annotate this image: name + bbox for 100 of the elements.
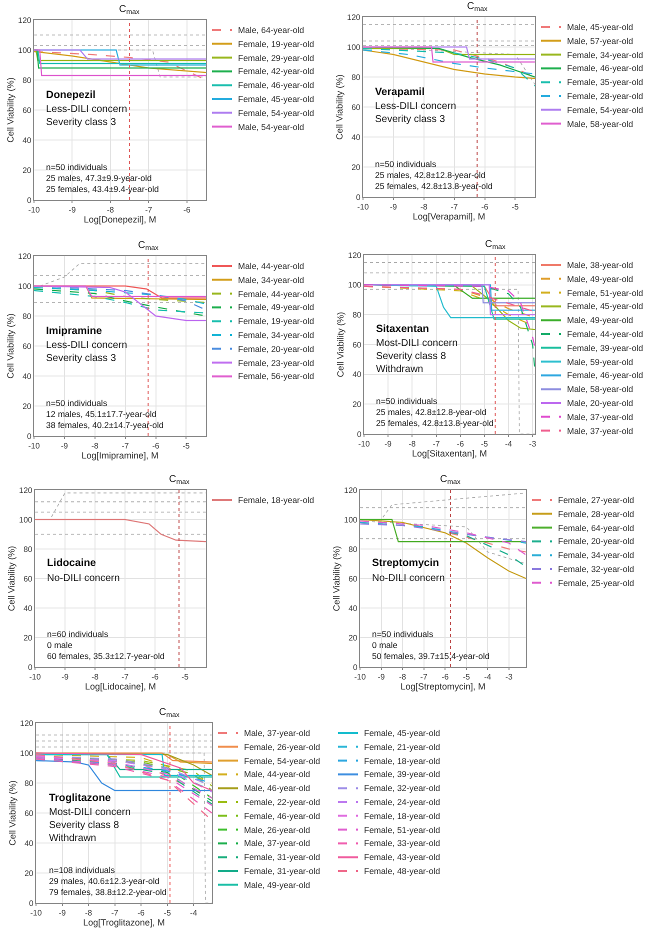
legend-label: Female, 54-year-old [567, 105, 644, 115]
x-tick-label: -5 [164, 908, 172, 918]
legend-label: Female, 44-year-old [567, 329, 644, 339]
legend-label: Female, 21-year-old [364, 742, 440, 752]
legend-label: Male, 44-year-old [238, 261, 304, 271]
x-tick-label: -6 [183, 206, 191, 215]
y-axis-title: Cell Viability (%) [5, 77, 16, 143]
x-tick-label: -7 [432, 440, 440, 449]
y-tick-label: 20 [348, 633, 358, 642]
legend-label: Female, 54-year-old [238, 108, 314, 118]
y-tick-label: 80 [23, 544, 33, 554]
annotation: n=50 individuals 0 male 50 females, 39.7±15.4-year-old [372, 629, 490, 662]
x-tick-label: -5 [181, 672, 190, 682]
annotation: Donepezil [46, 89, 96, 101]
y-tick-label: 100 [18, 282, 32, 291]
y-tick-label: 100 [19, 515, 33, 524]
legend-label: Male, 44-year-old [244, 769, 310, 779]
x-tick-label: -6 [456, 440, 464, 449]
y-tick-label: 0 [28, 662, 33, 672]
legend-label: Male, 34-year-old [238, 275, 304, 285]
legend-label: Female, 32-year-old [364, 783, 440, 793]
ref-line-label: C$_{max}$ [467, 1, 488, 14]
y-axis-title: Cell Viability (%) [331, 546, 342, 612]
legend-label: Male, 58-year-old [567, 119, 634, 129]
legend-label: Female, 34-year-old [558, 550, 634, 560]
y-tick-label: 40 [22, 372, 32, 381]
legend-label: Female, 32-year-old [558, 564, 634, 574]
x-tick-label: -3 [529, 440, 537, 449]
ref-line-label: C$_{max}$ [138, 240, 159, 252]
y-tick-label: 20 [23, 633, 33, 642]
y-tick-label: 120 [344, 486, 358, 495]
x-tick-label: -6 [138, 908, 146, 918]
y-tick-label: 0 [352, 662, 358, 672]
legend-label: Female, 34-year-old [567, 50, 644, 60]
x-tick-label: -3 [505, 672, 514, 682]
y-tick-label: 120 [18, 252, 32, 261]
x-tick-label: -5 [462, 672, 471, 682]
y-tick-label: 40 [24, 838, 34, 848]
x-tick-label: -6 [442, 672, 450, 682]
x-tick-label: -9 [378, 672, 386, 682]
y-tick-label: 20 [352, 400, 362, 409]
y-tick-label: 40 [352, 370, 362, 380]
ref-line-label: C$_{max}$ [159, 707, 180, 720]
legend-label: Male, 37-year-old [244, 728, 310, 738]
y-tick-label: 20 [22, 166, 32, 175]
legend-label: Female, 54-year-old [244, 756, 320, 766]
legend-label: Female, 19-year-old [238, 39, 314, 49]
legend-label: Female, 20-year-old [558, 536, 634, 546]
y-tick-label: 80 [351, 72, 361, 82]
y-tick-label: 60 [22, 342, 32, 351]
y-tick-label: 100 [348, 280, 362, 290]
y-tick-label: 20 [24, 868, 34, 878]
annotation: Most-DILI concern Severity class 8 Withdrawn [49, 807, 131, 844]
annotation: Verapamil [375, 86, 425, 98]
x-tick-label: -7 [111, 908, 119, 918]
annotation: n=50 individuals 25 males, 47.3±9.9-year-old 25 females, 43.4±9.4-year-old [46, 162, 160, 194]
x-tick-label: -6 [152, 442, 160, 451]
annotation: Troglitazone [49, 792, 111, 804]
legend-label: Male, 37-year-old [567, 412, 634, 422]
legend-label: Male, 49-year-old [567, 274, 634, 284]
legend-label: Male, 45-year-old [567, 22, 634, 32]
annotation: No-DILI concern [372, 573, 445, 584]
legend-label: Female, 35-year-old [567, 77, 644, 87]
annotation: n=108 individuals 29 males, 40.6±12.3-year-old 79 females, 38.8±12.2-year-old [49, 865, 167, 898]
legend-label: Female, 28-year-old [558, 509, 634, 519]
y-tick-label: 80 [352, 310, 362, 320]
legend-label: Male, 38-year-old [567, 260, 634, 270]
y-tick-label: 80 [22, 312, 32, 321]
x-tick-label: -5 [480, 440, 489, 449]
legend-label: Female, 45-year-old [364, 728, 440, 738]
legend-label: Female, 27-year-old [558, 495, 634, 505]
legend-label: Female, 23-year-old [238, 358, 314, 368]
x-axis-title: Log[Imipramine], M [81, 450, 159, 461]
x-tick-label: -8 [408, 440, 416, 449]
legend-label: Male, 59-year-old [567, 357, 634, 367]
legend-label: Female, 42-year-old [238, 66, 314, 76]
y-axis-title: Cell Viability (%) [5, 313, 16, 379]
x-tick-label: -8 [106, 206, 115, 215]
y-tick-label: 0 [26, 196, 32, 205]
y-tick-label: 40 [22, 136, 32, 145]
legend-label: Female, 46-year-old [244, 811, 320, 821]
legend-label: Female, 48-year-old [364, 866, 440, 876]
legend-label: Female, 19-year-old [238, 316, 314, 326]
legend-label: Female, 43-year-old [364, 852, 440, 862]
legend-label: Female, 39-year-old [567, 343, 644, 353]
legend-label: Female, 18-year-old [238, 495, 314, 505]
legend-label: Female, 29-year-old [238, 53, 314, 63]
x-tick-label: -9 [384, 440, 392, 449]
legend-label: Male, 20-year-old [567, 398, 634, 408]
x-tick-label: -7 [420, 672, 428, 682]
x-tick-label: -9 [58, 908, 66, 918]
y-tick-label: 0 [28, 898, 34, 908]
annotation: n=50 individuals 25 males, 42.8±12.8-year-old 25 females, 42.8±13.8-year-old [375, 159, 493, 192]
y-axis-title: Cell Viability (%) [7, 780, 18, 846]
annotation: Less-DILI concern Severity class 3 [46, 340, 128, 364]
x-tick-label: -8 [91, 442, 99, 451]
y-tick-label: 60 [348, 574, 358, 584]
x-tick-label: -10 [28, 442, 40, 451]
annotation: Sitaxentan [376, 323, 430, 335]
legend-label: Male, 37-year-old [244, 838, 310, 848]
